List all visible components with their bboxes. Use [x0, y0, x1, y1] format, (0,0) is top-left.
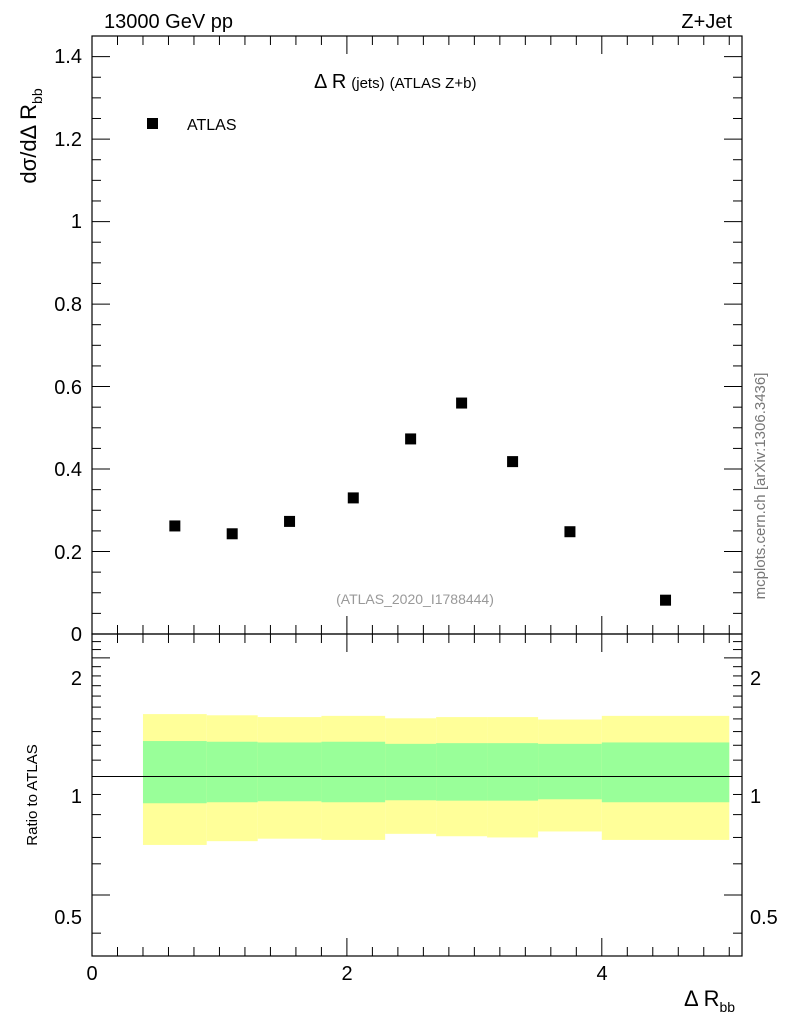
ratio-y-tick-label-right: 2	[750, 668, 761, 690]
ratio-band-inner	[321, 741, 386, 803]
process-label: Z+Jet	[681, 11, 732, 33]
main-panel: 0 0.2 0.4 0.6 0.8 1 1.2 1.4 dσ/dΔ Rbb Δ …	[16, 35, 743, 646]
ratio-bands	[142, 714, 730, 845]
legend-label: ATLAS	[187, 117, 237, 134]
data-point	[507, 456, 519, 468]
ratio-axis-ticks	[91, 634, 742, 956]
data-points	[169, 397, 672, 606]
data-point	[226, 528, 238, 540]
data-point	[347, 492, 359, 504]
main-y-tick-labels: 0 0.2 0.4 0.6 0.8 1 1.2 1.4	[54, 46, 82, 646]
ratio-band-inner	[538, 743, 602, 800]
x-tick-label: 4	[596, 963, 607, 985]
data-point	[456, 397, 468, 409]
ratio-y-tick-label: 1	[71, 786, 82, 808]
ratio-y-tick-label: 0.5	[54, 907, 82, 929]
ratio-band-inner	[436, 743, 488, 801]
y-tick-label: 0.4	[54, 459, 82, 481]
ratio-band-inner	[487, 743, 539, 801]
ratio-band-inner	[257, 742, 322, 802]
ratio-band-inner	[385, 743, 437, 801]
x-axis-title: Δ Rbb	[684, 986, 735, 1015]
y-tick-label: 1.2	[54, 129, 82, 151]
x-tick-label: 0	[86, 963, 97, 985]
analysis-label: (ATLAS_2020_I1788444)	[336, 591, 494, 607]
data-point	[564, 526, 576, 538]
ratio-frame	[91, 633, 743, 957]
y-tick-label: 1	[71, 211, 82, 233]
y-tick-label: 0.2	[54, 542, 82, 564]
energy-label: 13000 GeV pp	[104, 11, 233, 33]
ratio-band-inner	[142, 741, 207, 804]
side-label: mcplots.cern.ch [arXiv:1306.3436]	[752, 373, 769, 600]
y-tick-label: 1.4	[54, 46, 82, 68]
data-point	[284, 515, 296, 527]
data-point	[169, 520, 181, 532]
ratio-y-tick-label: 2	[71, 668, 82, 690]
ratio-y-tick-label-right: 0.5	[750, 907, 778, 929]
ratio-band-inner	[601, 742, 730, 803]
main-y-axis-title: dσ/dΔ Rbb	[16, 88, 45, 183]
chart-title: Δ R (jets) (ATLAS Z+b)	[314, 71, 476, 93]
legend-marker	[147, 118, 158, 129]
ratio-y-tick-label-right: 1	[750, 786, 761, 808]
ratio-band-inner	[206, 741, 258, 803]
ratio-panel: 2 1 0.5 2 1 0.5 Ratio to ATLAS 0 2 4 Δ R…	[24, 633, 778, 1015]
data-point	[405, 433, 417, 445]
x-tick-label: 2	[341, 963, 352, 985]
data-point	[660, 594, 672, 606]
ratio-y-axis-title: Ratio to ATLAS	[24, 744, 41, 845]
y-tick-label: 0.6	[54, 377, 82, 399]
y-tick-label: 0.8	[54, 294, 82, 316]
y-tick-label: 0	[71, 624, 82, 646]
